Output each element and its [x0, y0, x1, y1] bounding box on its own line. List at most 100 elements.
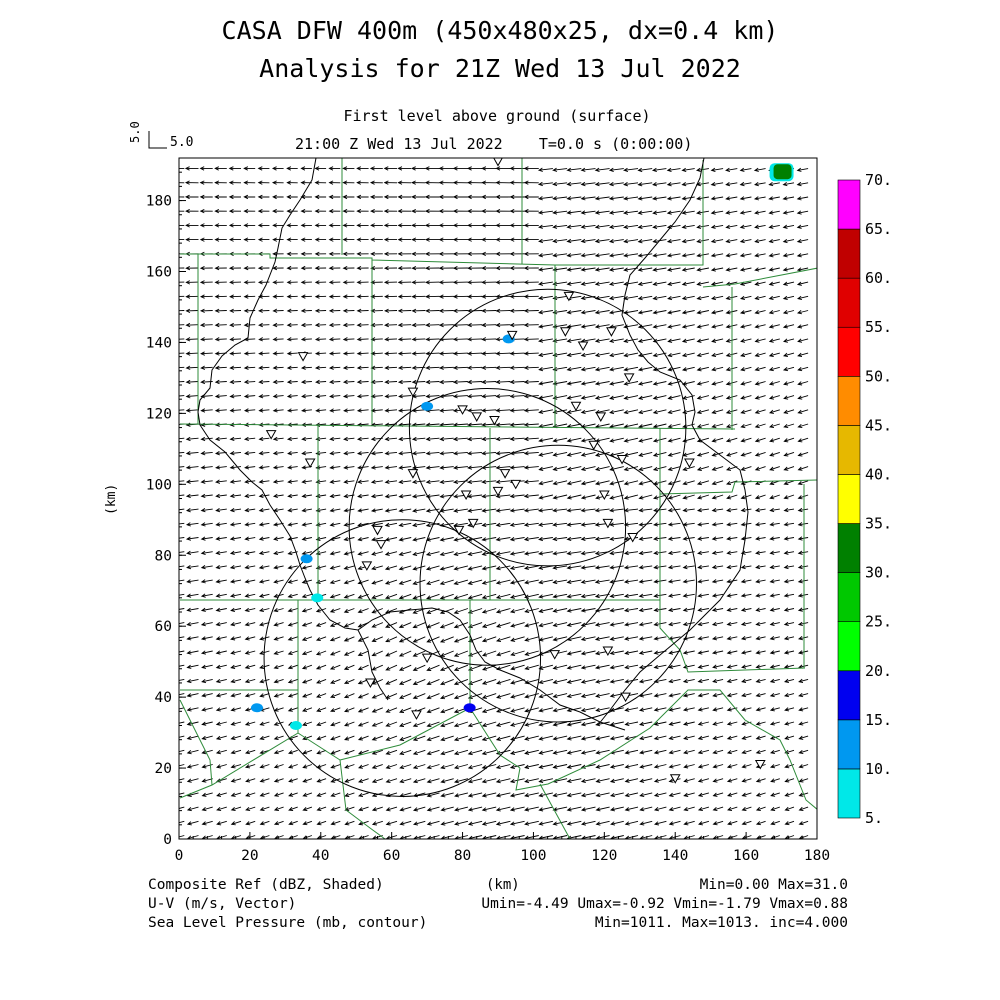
wind-vector	[426, 792, 440, 798]
wind-vector	[439, 664, 454, 672]
wind-vector	[357, 608, 369, 614]
wind-vector	[215, 693, 227, 698]
wind-vector	[383, 208, 398, 214]
wind-vector	[652, 210, 667, 215]
wind-vector	[754, 324, 766, 329]
wind-vector	[637, 338, 653, 343]
wind-vector	[769, 437, 780, 443]
wind-vector	[566, 437, 582, 443]
wind-vector	[538, 381, 553, 386]
wind-vector	[302, 778, 313, 783]
wind-vector	[328, 294, 341, 299]
wind-vector	[524, 678, 539, 685]
wind-vector	[783, 494, 795, 500]
colorbar-swatch	[837, 474, 861, 524]
wind-vector	[740, 451, 752, 457]
wind-vector	[179, 168, 185, 170]
wind-vector	[245, 778, 256, 783]
wind-vector	[523, 265, 539, 271]
wind-vector	[623, 281, 639, 287]
wind-vector	[623, 167, 639, 173]
wind-vector	[741, 792, 752, 797]
wind-vector	[397, 322, 412, 328]
wind-vector	[214, 166, 227, 171]
wind-vector	[273, 778, 284, 783]
wind-vector	[755, 636, 766, 641]
wind-vector	[411, 194, 426, 200]
wind-vector	[594, 381, 610, 386]
wind-vector	[342, 308, 355, 313]
wind-vector	[399, 707, 412, 713]
wind-vector	[623, 182, 639, 187]
wind-vector	[215, 493, 227, 499]
wind-vector	[552, 678, 568, 684]
wind-vector	[300, 365, 312, 370]
wind-vector	[301, 565, 313, 570]
wind-vector	[538, 593, 553, 599]
wind-vector	[467, 465, 483, 470]
x-tick-label: 180	[804, 848, 830, 864]
wind-vector	[697, 550, 709, 555]
wind-vector	[566, 593, 582, 599]
wind-vector	[215, 522, 227, 527]
wind-vector	[580, 508, 596, 513]
wind-vector	[608, 295, 624, 301]
wind-vector	[481, 237, 497, 242]
wind-vector	[245, 749, 256, 755]
wind-vector	[300, 379, 312, 385]
wind-vector	[726, 749, 738, 755]
wind-vector	[580, 494, 596, 500]
wind-vector	[243, 237, 256, 242]
station-marker	[467, 518, 479, 529]
wind-vector	[452, 194, 468, 200]
wind-vector	[637, 239, 653, 244]
wind-vector	[623, 608, 639, 613]
wind-vector	[754, 281, 766, 286]
wind-vector	[755, 806, 766, 811]
wind-vector	[608, 182, 624, 187]
wind-vector	[495, 764, 511, 770]
state-boundaries	[197, 158, 749, 731]
wind-vector	[179, 409, 185, 411]
wind-vector	[371, 537, 383, 542]
wind-vector	[272, 337, 284, 342]
wind-vector	[286, 194, 298, 200]
wind-vector	[726, 522, 738, 527]
wind-vector	[385, 820, 398, 826]
wind-vector	[667, 437, 681, 443]
wind-vector	[467, 735, 483, 742]
wind-vector	[185, 237, 199, 242]
wind-vector	[609, 678, 624, 684]
wind-vector	[624, 622, 639, 627]
wind-vector	[185, 365, 199, 370]
wind-vector	[186, 607, 199, 612]
wind-vector	[523, 308, 539, 313]
wind-vector	[740, 381, 752, 386]
wind-vector	[273, 579, 284, 584]
wind-vector	[741, 806, 752, 811]
wind-vector	[682, 707, 695, 712]
wind-vector	[580, 281, 596, 286]
station-marker	[407, 469, 419, 479]
wind-vector	[652, 182, 667, 187]
wind-vector	[243, 194, 256, 200]
wind-vector	[399, 721, 412, 727]
wind-vector	[624, 707, 639, 712]
wind-vector	[696, 281, 709, 286]
wind-vector	[739, 181, 752, 187]
wind-vector	[300, 322, 312, 328]
wind-vector	[186, 735, 199, 741]
wind-vector	[710, 295, 724, 301]
wind-vector	[594, 579, 610, 584]
wind-vector	[682, 593, 695, 598]
wind-vector	[796, 310, 809, 315]
wind-vector	[609, 508, 624, 513]
wind-vector	[638, 607, 653, 613]
wind-vector	[609, 536, 624, 541]
wind-vector	[538, 565, 553, 570]
wind-vector	[199, 237, 213, 242]
colorbar-label: 45.	[865, 416, 892, 434]
wind-vector	[201, 693, 213, 698]
wind-vector	[524, 579, 539, 585]
wind-vector	[425, 280, 440, 285]
